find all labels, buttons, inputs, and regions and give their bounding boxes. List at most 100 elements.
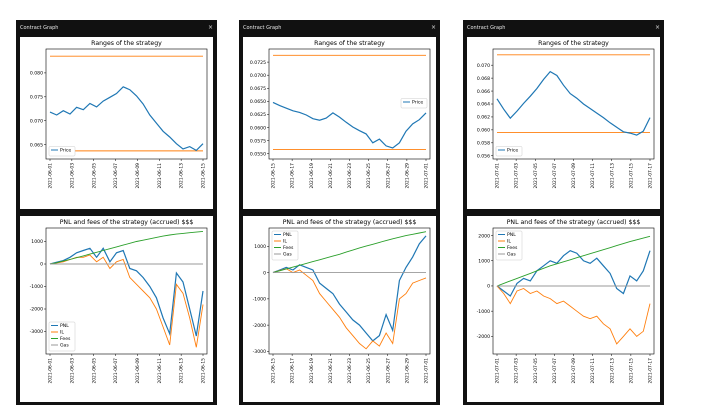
contract-graph-window-3: Contract Graph × Ranges of the strategy 0… xyxy=(463,20,664,405)
series-line-il xyxy=(272,268,427,350)
x-tick-label: 2021-06-11 xyxy=(157,358,163,384)
legend-label: PNL xyxy=(60,323,69,329)
y-tick-label: 1000 xyxy=(254,244,266,250)
legend-box xyxy=(495,230,523,261)
legend-label: Fees xyxy=(507,245,518,251)
x-tick-label: 2021-07-11 xyxy=(590,163,596,189)
x-tick-label: 2021-07-11 xyxy=(590,358,596,384)
series-line-price xyxy=(272,101,427,149)
legend-label: Gas xyxy=(507,252,516,258)
chart-title: PNL and fees of the strategy (accrued) $… xyxy=(60,219,194,226)
x-tick-label: 2021-06-25 xyxy=(366,358,372,384)
x-tick-label: 2021-06-29 xyxy=(404,358,410,384)
x-tick-label: 2021-06-21 xyxy=(328,163,334,189)
x-tick-label: 2021-06-01 xyxy=(48,163,54,189)
y-tick-label: -2000 xyxy=(477,334,490,340)
y-tick-label: 0 xyxy=(487,284,490,290)
legend-label: Fees xyxy=(60,336,71,342)
y-tick-label: 0.068 xyxy=(477,76,490,82)
contract-graph-window-2: Contract Graph × Ranges of the strategy 0… xyxy=(239,20,440,405)
y-tick-label: -3000 xyxy=(30,329,43,335)
x-tick-label: 2021-06-21 xyxy=(328,358,334,384)
y-tick-label: -2000 xyxy=(30,307,43,313)
y-tick-label: -1000 xyxy=(30,284,43,290)
x-tick-label: 2021-06-15 xyxy=(201,358,207,384)
y-tick-label: 0.058 xyxy=(477,141,490,147)
y-tick-label: 0.0725 xyxy=(250,60,266,66)
x-tick-label: 2021-07-17 xyxy=(648,163,654,189)
x-tick-label: 2021-06-13 xyxy=(179,163,185,189)
figure-background xyxy=(243,37,436,209)
x-tick-label: 2021-07-09 xyxy=(571,163,577,189)
x-tick-label: 2021-07-17 xyxy=(648,358,654,384)
y-tick-label: 0.0550 xyxy=(250,151,266,157)
x-tick-label: 2021-07-01 xyxy=(495,358,501,384)
x-tick-label: 2021-06-07 xyxy=(113,163,119,189)
x-tick-label: 2021-07-01 xyxy=(424,163,430,189)
y-tick-label: 0.070 xyxy=(477,63,490,69)
series-line-fees xyxy=(49,230,204,265)
legend-box xyxy=(271,230,299,261)
legend-label: Price xyxy=(507,148,518,154)
window-titlebar[interactable]: Contract Graph × xyxy=(463,20,664,36)
x-tick-label: 2021-06-13 xyxy=(179,358,185,384)
y-tick-label: 1000 xyxy=(478,258,490,264)
chart-title: Ranges of the strategy xyxy=(91,40,162,47)
y-tick-label: 2000 xyxy=(478,233,490,239)
y-tick-label: -1000 xyxy=(477,309,490,315)
figure-background xyxy=(467,37,660,209)
y-tick-label: 0.0625 xyxy=(250,112,266,118)
legend-label: IL xyxy=(283,239,287,245)
legend-box xyxy=(400,98,428,109)
series-line-fees xyxy=(272,231,427,274)
y-tick-label: 0.0600 xyxy=(250,125,266,131)
window-titlebar[interactable]: Contract Graph × xyxy=(16,20,217,36)
x-tick-label: 2021-06-09 xyxy=(135,163,141,189)
x-tick-label: 2021-07-03 xyxy=(514,358,520,384)
y-tick-label: 0.062 xyxy=(477,115,490,121)
plot-area: Ranges of the strategy 0.070 0.068 0.066 0.0… xyxy=(467,37,660,402)
y-tick-label: 0.0700 xyxy=(250,73,266,79)
axes-frame xyxy=(45,48,208,160)
axes-frame xyxy=(45,227,208,355)
close-icon[interactable]: × xyxy=(654,24,660,31)
series-line-il xyxy=(496,285,651,345)
y-tick-label: 0 xyxy=(40,262,43,268)
x-tick-label: 2021-06-19 xyxy=(309,358,315,384)
legend-box xyxy=(48,146,76,157)
legend-label: IL xyxy=(507,239,511,245)
x-tick-label: 2021-06-25 xyxy=(366,163,372,189)
series-line-price xyxy=(496,70,651,136)
x-tick-label: 2021-07-05 xyxy=(533,358,539,384)
x-tick-label: 2021-06-23 xyxy=(347,163,353,189)
series-line-fees xyxy=(496,235,651,287)
x-tick-label: 2021-06-01 xyxy=(48,358,54,384)
legend-label: Price xyxy=(412,100,423,106)
x-tick-label: 2021-07-05 xyxy=(533,163,539,189)
x-tick-label: 2021-07-07 xyxy=(552,358,558,384)
y-tick-label: 1000 xyxy=(31,239,43,245)
y-tick-label: 0.0650 xyxy=(250,99,266,105)
close-icon[interactable]: × xyxy=(430,24,436,31)
x-tick-label: 2021-06-09 xyxy=(135,358,141,384)
legend-box xyxy=(48,321,76,352)
x-tick-label: 2021-06-19 xyxy=(309,163,315,189)
x-tick-label: 2021-06-27 xyxy=(385,163,391,189)
x-tick-label: 2021-07-03 xyxy=(514,163,520,189)
x-tick-label: 2021-06-15 xyxy=(271,358,277,384)
x-tick-label: 2021-07-01 xyxy=(495,163,501,189)
x-tick-label: 2021-06-29 xyxy=(404,163,410,189)
x-tick-label: 2021-06-03 xyxy=(69,163,75,189)
x-tick-label: 2021-06-17 xyxy=(290,358,296,384)
x-tick-label: 2021-06-11 xyxy=(157,163,163,189)
x-tick-label: 2021-06-27 xyxy=(385,358,391,384)
legend-label: Fees xyxy=(283,245,294,251)
x-tick-label: 2021-07-15 xyxy=(628,163,634,189)
contract-graph-window-1: Contract Graph × Ranges of the strategy 0… xyxy=(16,20,217,405)
x-tick-label: 2021-06-15 xyxy=(271,163,277,189)
y-tick-label: 0.080 xyxy=(30,71,43,77)
close-icon[interactable]: × xyxy=(207,24,213,31)
window-titlebar[interactable]: Contract Graph × xyxy=(239,20,440,36)
x-tick-label: 2021-07-07 xyxy=(552,163,558,189)
chart-title: PNL and fees of the strategy (accrued) $… xyxy=(283,219,417,226)
